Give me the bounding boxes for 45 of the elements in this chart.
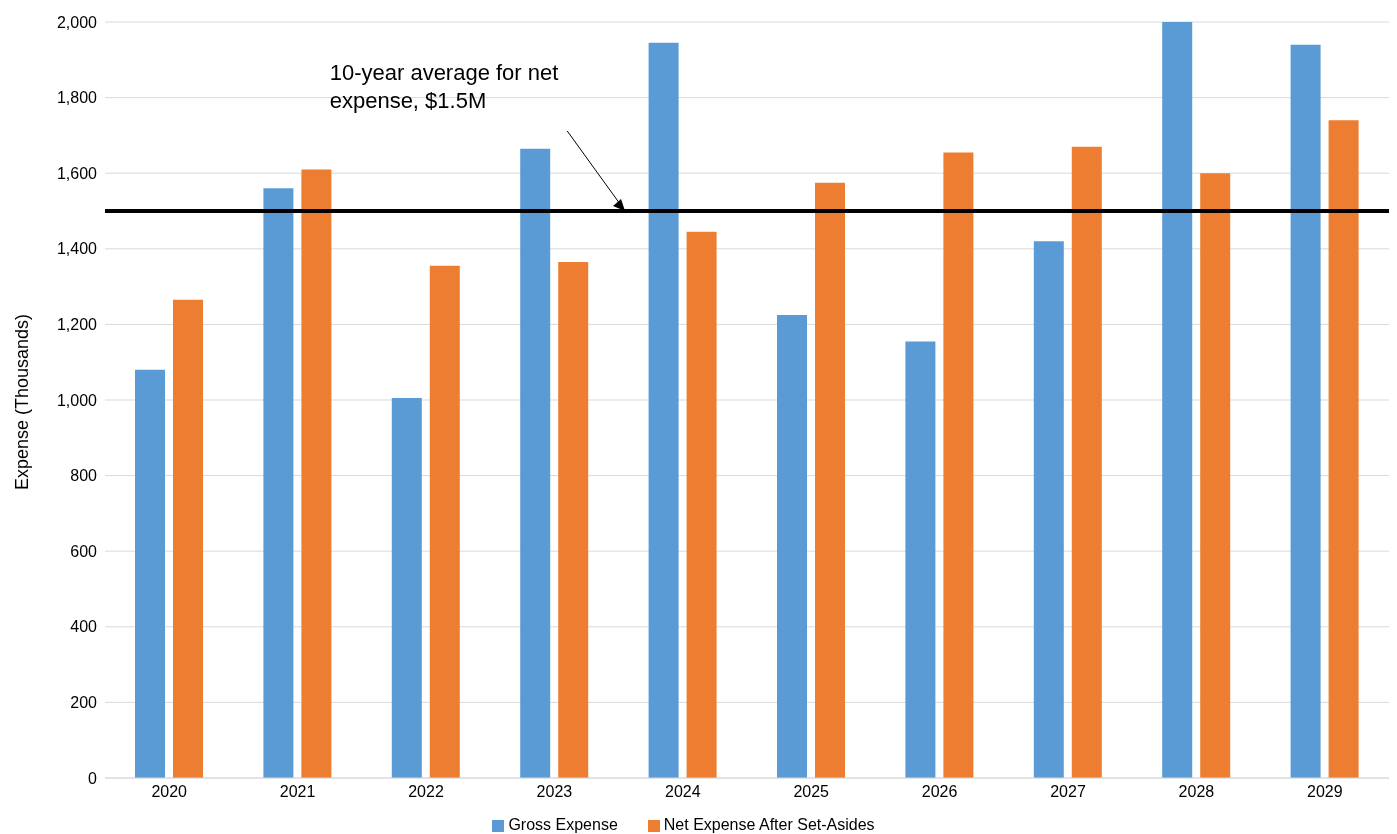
- y-tick-label: 1,800: [56, 89, 98, 107]
- y-tick-label: 1,000: [56, 391, 98, 409]
- bar: [1328, 120, 1359, 778]
- bar: [263, 188, 294, 778]
- y-tick-label: 1,400: [56, 240, 98, 258]
- bar: [558, 262, 589, 778]
- x-tick-label: 2024: [665, 783, 701, 801]
- y-tick-label: 800: [70, 467, 98, 485]
- x-tick-label: 2021: [279, 783, 316, 801]
- x-tick-label: 2029: [1307, 783, 1343, 801]
- bar: [391, 398, 422, 778]
- bar: [301, 169, 332, 778]
- bar: [520, 148, 551, 778]
- x-tick-label: 2028: [1178, 783, 1215, 801]
- bar: [1290, 44, 1321, 778]
- y-tick-label: 400: [70, 618, 98, 636]
- y-tick-label: 0: [88, 769, 98, 787]
- bar: [777, 314, 807, 778]
- bar: [648, 42, 679, 778]
- bar: [905, 341, 936, 778]
- legend-label: Net Expense After Set-Asides: [663, 816, 875, 833]
- y-tick-label: 1,200: [56, 316, 98, 334]
- bar: [943, 152, 974, 778]
- y-tick-label: 200: [70, 694, 98, 712]
- bar: [173, 299, 203, 778]
- bar: [815, 182, 845, 778]
- x-tick-label: 2023: [536, 783, 573, 801]
- x-tick-label: 2027: [1050, 783, 1086, 801]
- y-tick-label: 1,600: [56, 164, 98, 182]
- legend-label: Gross Expense: [508, 816, 618, 833]
- bar: [135, 369, 165, 778]
- x-tick-label: 2026: [921, 783, 958, 801]
- ref-line-label: 10-year average for net expense, $1.5M: [329, 59, 560, 115]
- bar: [1071, 146, 1102, 778]
- x-tick-label: 2022: [408, 783, 444, 801]
- bar: [686, 231, 717, 778]
- bar: [1200, 173, 1231, 778]
- y-tick-label: 2,000: [56, 13, 98, 31]
- x-tick-label: 2020: [151, 783, 188, 801]
- y-axis-title: Expense (Thousands): [12, 313, 33, 490]
- bar: [1162, 22, 1193, 778]
- bar: [429, 265, 460, 778]
- y-tick-label: 600: [70, 542, 98, 560]
- bar: [1033, 241, 1064, 778]
- x-tick-label: 2025: [793, 783, 830, 801]
